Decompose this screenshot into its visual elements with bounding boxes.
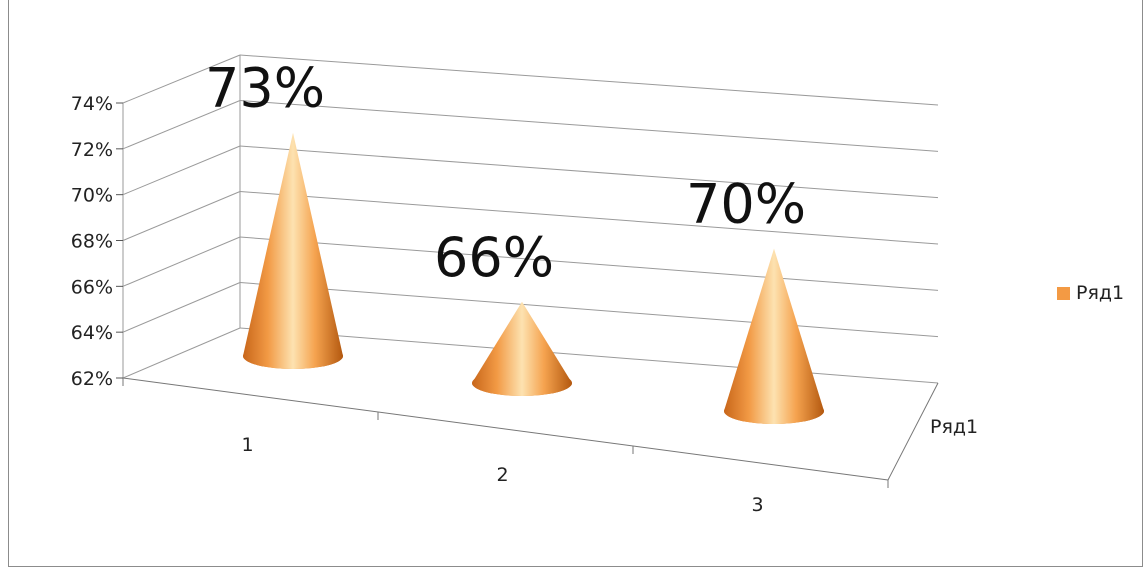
gridline-left-wall: [122, 327, 241, 379]
gridline-left-wall: [122, 54, 241, 104]
axes: [122, 377, 939, 481]
gridline-back-wall: [239, 327, 939, 384]
cone-body: [724, 248, 824, 424]
gridline-left-wall: [122, 100, 241, 150]
gridline-back-wall: [239, 282, 939, 338]
x-axis-line: [122, 377, 889, 481]
gridline-back-wall: [239, 191, 939, 245]
gridline-left-wall: [122, 236, 241, 287]
y-tick-label: 72%: [71, 139, 113, 161]
legend-label: Ряд1: [1076, 282, 1124, 304]
cone-series: [243, 132, 824, 424]
gridline-back-wall: [239, 236, 939, 291]
y-tick-label: 70%: [71, 185, 113, 207]
y-axis-ticks: 62% 64% 66% 68% 70% 72% 74%: [71, 93, 123, 390]
data-labels: 73% 66% 70%: [205, 57, 806, 289]
y-tick-label: 74%: [71, 93, 113, 115]
chart-frame: [8, 0, 1143, 567]
gridline-back-wall: [239, 100, 939, 152]
cone-bar: [472, 301, 572, 396]
x-category-label: 2: [496, 464, 508, 486]
y-tick-label: 68%: [71, 231, 113, 253]
cone-body: [472, 301, 572, 396]
depth-axis-line: [887, 382, 939, 481]
x-axis-ticks: 1 2 3: [241, 412, 889, 516]
depth-axis-label: Ряд1: [930, 416, 978, 438]
cone-bar: [243, 132, 343, 369]
y-tick-label: 66%: [71, 276, 113, 298]
legend: Ряд1: [1057, 282, 1124, 304]
data-label: 66%: [434, 226, 554, 289]
y-tick-label: 62%: [71, 368, 113, 390]
gridline-left-wall: [122, 191, 241, 241]
data-label: 70%: [686, 173, 806, 236]
x-category-label: 3: [751, 494, 763, 516]
gridlines: [122, 54, 939, 384]
gridline-back-wall: [239, 54, 939, 106]
y-tick-label: 64%: [71, 322, 113, 344]
gridline-left-wall: [122, 145, 241, 196]
cone-body: [243, 132, 343, 369]
data-label: 73%: [205, 57, 325, 120]
x-category-label: 1: [241, 434, 253, 456]
legend-swatch: [1057, 287, 1070, 300]
gridline-back-wall: [239, 145, 939, 199]
gridline-left-wall: [122, 282, 241, 333]
cone-bar: [724, 248, 824, 424]
